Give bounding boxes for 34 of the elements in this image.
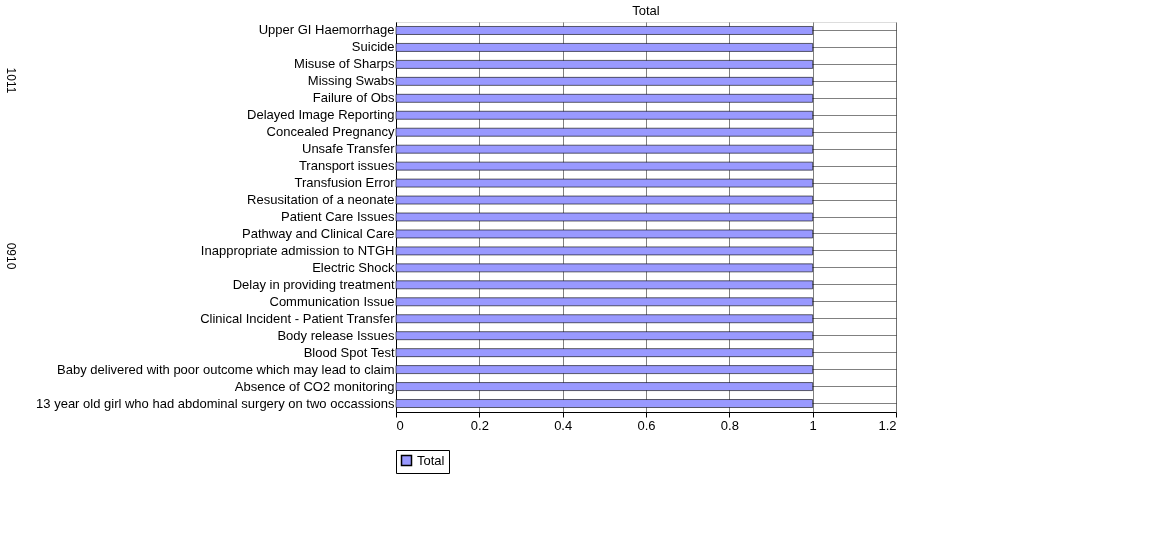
y-tick-label: Delay in providing treatment	[232, 276, 395, 292]
y-tick-label: Missing Swabs	[307, 73, 395, 89]
x-tick-label: 0.8	[720, 417, 739, 433]
y-tick-label: 13 year old girl who had abdominal surgery on two occassions	[36, 395, 395, 411]
y-tick-label: Delayed Image Reporting	[247, 107, 395, 123]
y-tick-label: Unsafe Transfer	[302, 141, 396, 157]
x-tick-label: 0	[396, 417, 404, 433]
y-tick-label: Electric Shock	[312, 259, 395, 275]
y-tick-label: Failure of Obs	[312, 90, 395, 106]
y-tick-label: Upper GI Haemorrhage	[258, 22, 395, 38]
y-tick-label: Inappropriate admission to NTGH	[200, 242, 395, 258]
y-tick-label: Patient Care Issues	[281, 209, 395, 224]
x-tick-label: 0.2	[470, 417, 489, 433]
y-tick-label: Transport issues	[298, 158, 395, 174]
y-tick-label: Clinical Incident - Patient Transfer	[200, 310, 396, 326]
y-tick-label: Baby delivered with poor outcome which may lead to claim	[57, 361, 395, 377]
y-tick-label: Resusitation of a neonate	[247, 192, 395, 208]
text: 0910	[4, 242, 18, 270]
x-tick-label: 0.4	[554, 417, 573, 433]
y-tick-label: Body release Issues	[277, 327, 395, 343]
y-tick-label: Absence of CO2 monitoring	[234, 378, 395, 394]
x-tick-label: 0.6	[637, 417, 656, 433]
text: 1011	[4, 67, 18, 94]
y-tick-label: Concealed Pregnancy	[266, 124, 395, 140]
x-tick-label: 1	[809, 417, 817, 433]
y-tick-label: Misuse of Sharps	[294, 56, 395, 72]
y-tick-label: Communication Issue	[269, 293, 395, 309]
x-tick-label: 1.2	[878, 417, 897, 433]
y-tick-label: Suicide	[351, 39, 395, 55]
chart-title: Total	[632, 3, 660, 18]
legend-label: Total	[417, 452, 445, 468]
y-tick-label: Transfusion Error	[294, 175, 396, 191]
y-tick-label: Blood Spot Test	[303, 344, 395, 360]
y-tick-label: Pathway and Clinical Care	[242, 225, 395, 241]
